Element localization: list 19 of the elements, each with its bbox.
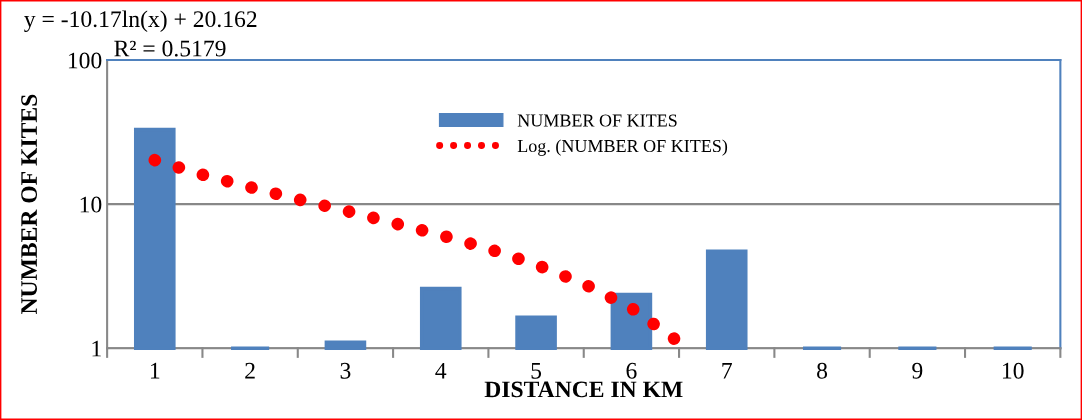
y-tick-label: 1 <box>92 340 101 357</box>
x-tick-label: 9 <box>912 362 923 379</box>
x-tick-label: 5 <box>531 362 542 379</box>
y-axis-title: NUMBER OF KITES <box>21 94 38 315</box>
x-tick-label: 4 <box>435 362 447 379</box>
x-tick-label: 1 <box>150 362 160 379</box>
legend-label: NUMBER OF KITES <box>517 114 677 127</box>
x-tick-label: 2 <box>245 362 255 379</box>
x-tick-label: 3 <box>340 362 351 379</box>
x-tick-label: 6 <box>626 362 637 379</box>
x-tick-label: 10 <box>1002 362 1024 379</box>
legend-label: Log. (NUMBER OF KITES) <box>517 139 728 156</box>
x-tick-label: 8 <box>817 362 828 379</box>
text: R² = 0.5179 <box>114 40 226 57</box>
x-tick-label: 7 <box>722 362 732 379</box>
text: y = -10.17ln(x) + 20.162 <box>24 10 257 32</box>
y-tick-label: 100 <box>68 52 102 69</box>
y-tick-label: 10 <box>80 196 102 213</box>
x-axis-title: DISTANCE IN KM <box>484 381 683 398</box>
